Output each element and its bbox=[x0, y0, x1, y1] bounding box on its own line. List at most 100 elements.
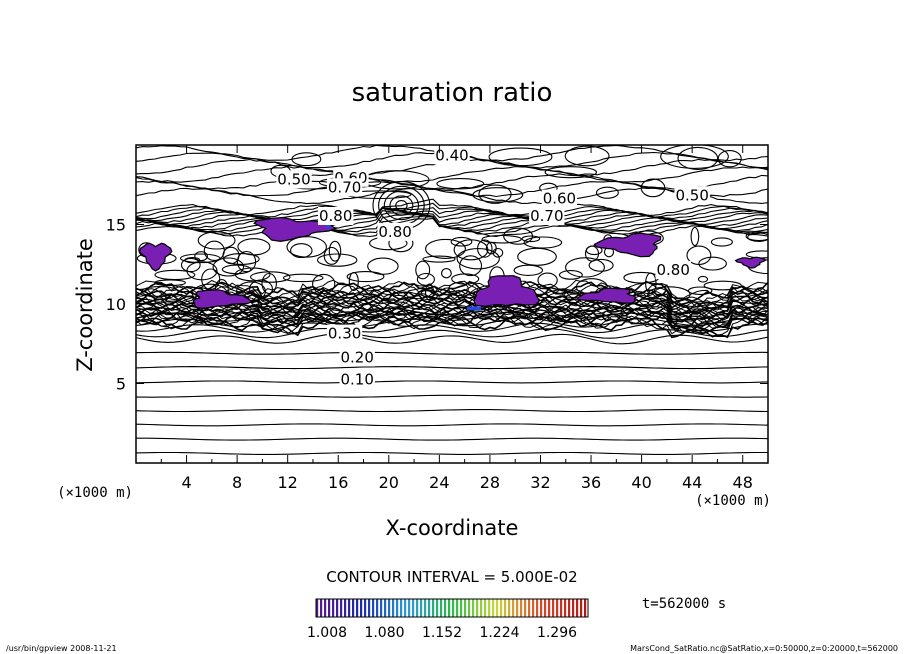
colorbar bbox=[316, 599, 587, 617]
colorbar-swatch bbox=[328, 599, 331, 617]
supersaturated-region bbox=[192, 289, 254, 310]
contour-line bbox=[472, 187, 524, 203]
colorbar-swatch bbox=[372, 599, 375, 617]
contour-line bbox=[201, 268, 221, 290]
contour-line bbox=[236, 250, 257, 273]
colorbar-swatch bbox=[324, 599, 327, 617]
supersaturated-regions bbox=[138, 216, 766, 311]
contour-line bbox=[316, 253, 358, 267]
contour-label-bg bbox=[276, 170, 312, 189]
x-tick-label: 36 bbox=[581, 473, 601, 492]
colorbar-swatch bbox=[564, 599, 567, 617]
colorbar-swatch bbox=[496, 599, 499, 617]
contour-label: 0.30 bbox=[328, 325, 361, 343]
contour-line bbox=[710, 237, 733, 247]
chart-title: saturation ratio bbox=[352, 78, 553, 108]
contour-line bbox=[250, 271, 291, 283]
contour-line bbox=[703, 280, 742, 291]
contour-line bbox=[478, 184, 512, 204]
contour-label-bg bbox=[317, 207, 354, 225]
colorbar-swatch bbox=[556, 599, 559, 617]
contour-line bbox=[136, 165, 768, 183]
contour-line bbox=[179, 253, 221, 264]
x-tick-label: 16 bbox=[328, 473, 348, 492]
contour-line bbox=[686, 245, 712, 266]
colorbar-swatch bbox=[368, 599, 371, 617]
colorbar-swatch bbox=[576, 599, 579, 617]
contour-line bbox=[136, 351, 768, 355]
contour-line bbox=[523, 236, 563, 249]
contour-line bbox=[537, 272, 558, 289]
contour-line bbox=[136, 282, 768, 308]
contour-line bbox=[136, 314, 768, 339]
colorbar-swatch bbox=[512, 599, 515, 617]
y-axis-ticks: 5 10 15 bbox=[106, 216, 768, 394]
contour-line bbox=[660, 145, 729, 169]
contour-line bbox=[136, 300, 768, 322]
colorbar-swatch bbox=[412, 599, 415, 617]
colorbar-swatch bbox=[400, 599, 403, 617]
colorbar-swatch bbox=[404, 599, 407, 617]
x-tick-label: 32 bbox=[530, 473, 550, 492]
contour-line bbox=[136, 212, 768, 232]
x-tick-label: 44 bbox=[682, 473, 702, 492]
contour-line bbox=[717, 150, 742, 168]
contour-label: 0.70 bbox=[530, 207, 563, 225]
colorbar-swatch bbox=[316, 599, 319, 617]
contour-line bbox=[136, 380, 768, 384]
contour-label-bg bbox=[674, 186, 710, 205]
contour-line bbox=[395, 200, 408, 211]
colorbar-swatch bbox=[432, 599, 435, 617]
contour-label-bg bbox=[377, 222, 413, 241]
contour-line bbox=[136, 297, 768, 321]
contour-label: 0.70 bbox=[328, 178, 361, 196]
contour-line bbox=[416, 272, 435, 286]
contour-line bbox=[585, 245, 603, 256]
contour-line bbox=[485, 241, 497, 255]
contour-line bbox=[136, 437, 768, 441]
colorbar-swatch bbox=[332, 599, 335, 617]
colorbar-swatch bbox=[436, 599, 439, 617]
contour-line bbox=[136, 394, 768, 398]
contour-line bbox=[261, 272, 277, 295]
contour-line bbox=[424, 283, 435, 301]
contour-line bbox=[186, 261, 218, 281]
x-tick-label: 28 bbox=[480, 473, 500, 492]
contour-line bbox=[503, 227, 534, 245]
colorbar-swatch bbox=[460, 599, 463, 617]
contour-label-bg bbox=[339, 370, 375, 389]
contour-line bbox=[745, 250, 768, 259]
contour-line bbox=[136, 202, 768, 218]
colorbar-swatch bbox=[336, 599, 339, 617]
contour-line bbox=[136, 173, 768, 190]
contour-line bbox=[389, 195, 414, 216]
contour-line bbox=[328, 240, 342, 262]
contour-line bbox=[745, 231, 768, 242]
contour-label: 0.80 bbox=[319, 207, 352, 225]
contour-line bbox=[425, 238, 466, 259]
colorbar-tick-labels: 1.008 1.080 1.152 1.224 1.296 bbox=[307, 625, 577, 641]
contour-line bbox=[249, 279, 273, 299]
colorbar-swatch bbox=[408, 599, 411, 617]
contour-line bbox=[588, 258, 614, 272]
contour-label: 0.10 bbox=[340, 371, 373, 389]
colorbar-swatch bbox=[544, 599, 547, 617]
time-label: t=562000 s bbox=[642, 596, 726, 612]
supersaturated-region bbox=[473, 275, 541, 307]
colorbar-swatch bbox=[452, 599, 455, 617]
contour-line bbox=[481, 234, 522, 244]
contour-labels: 0.400.50 0.600.700.60 0.500.700.800.800.80… bbox=[276, 146, 710, 389]
contour-line bbox=[136, 423, 768, 427]
colorbar-tick-label: 1.224 bbox=[479, 625, 519, 641]
contour-interval: CONTOUR INTERVAL = 5.000E-02 bbox=[326, 568, 577, 586]
footer-left: /usr/bin/gpview 2008-11-21 bbox=[6, 644, 117, 653]
contour-label: 0.50 bbox=[675, 186, 708, 204]
x-tick-label: 4 bbox=[181, 473, 191, 492]
contour-label: 0.60 bbox=[543, 190, 576, 208]
x-axis-ticks: 4 8 12 16 20 24 28 32 36 40 44 48 bbox=[160, 145, 753, 492]
contour-line bbox=[544, 166, 598, 179]
footer-right: MarsCond_SatRatio.nc@SatRatio,x=0:50000,… bbox=[630, 644, 898, 653]
x-axis-label: X-coordinate bbox=[386, 516, 519, 540]
colorbar-swatch bbox=[396, 599, 399, 617]
colorbar-swatch bbox=[504, 599, 507, 617]
